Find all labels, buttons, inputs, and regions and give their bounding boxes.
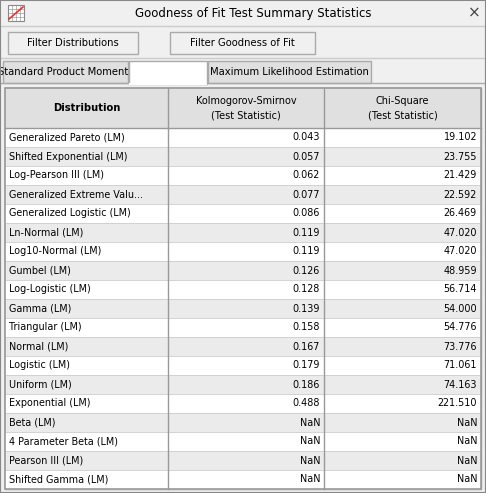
- Text: ×: ×: [468, 5, 480, 21]
- Text: 0.488: 0.488: [293, 398, 320, 409]
- Text: Filter Goodness of Fit: Filter Goodness of Fit: [190, 38, 295, 48]
- Bar: [5, 166, 481, 185]
- Bar: [8, 5, 24, 21]
- Bar: [170, 32, 315, 54]
- Text: Maximum Likelihood Estimation: Maximum Likelihood Estimation: [210, 67, 369, 77]
- Text: NaN: NaN: [299, 436, 320, 447]
- Text: Shifted Gamma (LM): Shifted Gamma (LM): [9, 474, 108, 485]
- Text: Generalized Logistic (LM): Generalized Logistic (LM): [9, 209, 131, 218]
- Text: Goodness of Fit Test Summary Statistics: Goodness of Fit Test Summary Statistics: [135, 6, 371, 20]
- Bar: [5, 147, 481, 166]
- Text: Beta (LM): Beta (LM): [9, 418, 55, 427]
- Text: NaN: NaN: [456, 436, 477, 447]
- Text: 0.167: 0.167: [293, 342, 320, 352]
- Text: Log-Pearson III (LM): Log-Pearson III (LM): [9, 171, 104, 180]
- Text: 54.000: 54.000: [443, 304, 477, 314]
- Text: Log-Logistic (LM): Log-Logistic (LM): [9, 284, 91, 294]
- Text: 0.186: 0.186: [293, 380, 320, 389]
- Text: 23.755: 23.755: [444, 151, 477, 162]
- Bar: [5, 299, 481, 318]
- Text: 21.429: 21.429: [444, 171, 477, 180]
- Text: Generalized Extreme Valu...: Generalized Extreme Valu...: [9, 189, 143, 200]
- Text: Normal (LM): Normal (LM): [9, 342, 69, 352]
- Bar: [5, 204, 481, 223]
- Text: 73.776: 73.776: [444, 342, 477, 352]
- Text: Exponential (LM): Exponential (LM): [9, 398, 90, 409]
- Bar: [5, 185, 481, 204]
- Bar: [5, 470, 481, 489]
- Text: NaN: NaN: [299, 418, 320, 427]
- Text: NaN: NaN: [299, 456, 320, 465]
- Text: 48.959: 48.959: [443, 266, 477, 276]
- Text: Shifted Exponential (LM): Shifted Exponential (LM): [9, 151, 127, 162]
- Text: Log10-Normal (LM): Log10-Normal (LM): [9, 246, 102, 256]
- Text: 71.061: 71.061: [444, 360, 477, 371]
- Text: Logistic (LM): Logistic (LM): [9, 360, 70, 371]
- Bar: [5, 280, 481, 299]
- Text: 26.469: 26.469: [444, 209, 477, 218]
- Text: NaN: NaN: [299, 474, 320, 485]
- Text: 0.086: 0.086: [293, 209, 320, 218]
- Text: 54.776: 54.776: [444, 322, 477, 332]
- Text: NaN: NaN: [456, 418, 477, 427]
- Bar: [5, 318, 481, 337]
- Bar: [5, 223, 481, 242]
- Text: Triangular (LM): Triangular (LM): [9, 322, 82, 332]
- Bar: [0, 0, 486, 26]
- Text: Pearson III (LM): Pearson III (LM): [9, 456, 83, 465]
- Text: Uniform (LM): Uniform (LM): [9, 380, 72, 389]
- Text: 0.158: 0.158: [293, 322, 320, 332]
- Text: 221.510: 221.510: [437, 398, 477, 409]
- Text: Generalized Pareto (LM): Generalized Pareto (LM): [9, 133, 125, 142]
- Text: 4 Parameter Beta (LM): 4 Parameter Beta (LM): [9, 436, 118, 447]
- Text: 0.126: 0.126: [293, 266, 320, 276]
- Text: L- Moments: L- Moments: [139, 67, 197, 77]
- Bar: [3, 61, 128, 83]
- Text: NaN: NaN: [456, 456, 477, 465]
- Text: Standard Product Moments: Standard Product Moments: [0, 67, 133, 77]
- Bar: [5, 432, 481, 451]
- Text: Ln-Normal (LM): Ln-Normal (LM): [9, 227, 84, 238]
- Text: 47.020: 47.020: [444, 246, 477, 256]
- Bar: [5, 394, 481, 413]
- Bar: [5, 413, 481, 432]
- Bar: [5, 242, 481, 261]
- Text: 56.714: 56.714: [444, 284, 477, 294]
- Text: Gamma (LM): Gamma (LM): [9, 304, 71, 314]
- Bar: [208, 61, 371, 83]
- Text: Distribution: Distribution: [53, 103, 120, 113]
- Bar: [8, 32, 138, 54]
- Text: 0.179: 0.179: [293, 360, 320, 371]
- Text: 0.043: 0.043: [293, 133, 320, 142]
- Text: 0.077: 0.077: [293, 189, 320, 200]
- Text: 0.119: 0.119: [293, 227, 320, 238]
- Text: NaN: NaN: [456, 474, 477, 485]
- Bar: [5, 88, 481, 489]
- Bar: [5, 128, 481, 147]
- Text: Chi-Square
(Test Statistic): Chi-Square (Test Statistic): [367, 96, 437, 120]
- Text: 19.102: 19.102: [444, 133, 477, 142]
- Text: Gumbel (LM): Gumbel (LM): [9, 266, 71, 276]
- Bar: [5, 451, 481, 470]
- Text: 47.020: 47.020: [444, 227, 477, 238]
- Text: 74.163: 74.163: [444, 380, 477, 389]
- Text: 0.128: 0.128: [293, 284, 320, 294]
- Bar: [5, 88, 481, 128]
- Text: Kolmogorov-Smirnov
(Test Statistic): Kolmogorov-Smirnov (Test Statistic): [196, 96, 296, 120]
- Text: Filter Distributions: Filter Distributions: [27, 38, 119, 48]
- Bar: [5, 337, 481, 356]
- Text: 0.139: 0.139: [293, 304, 320, 314]
- Bar: [129, 61, 207, 84]
- Bar: [5, 356, 481, 375]
- Bar: [5, 88, 481, 489]
- Text: 0.119: 0.119: [293, 246, 320, 256]
- Bar: [5, 375, 481, 394]
- Text: 0.057: 0.057: [293, 151, 320, 162]
- Text: 0.062: 0.062: [293, 171, 320, 180]
- Text: 22.592: 22.592: [444, 189, 477, 200]
- Bar: [5, 261, 481, 280]
